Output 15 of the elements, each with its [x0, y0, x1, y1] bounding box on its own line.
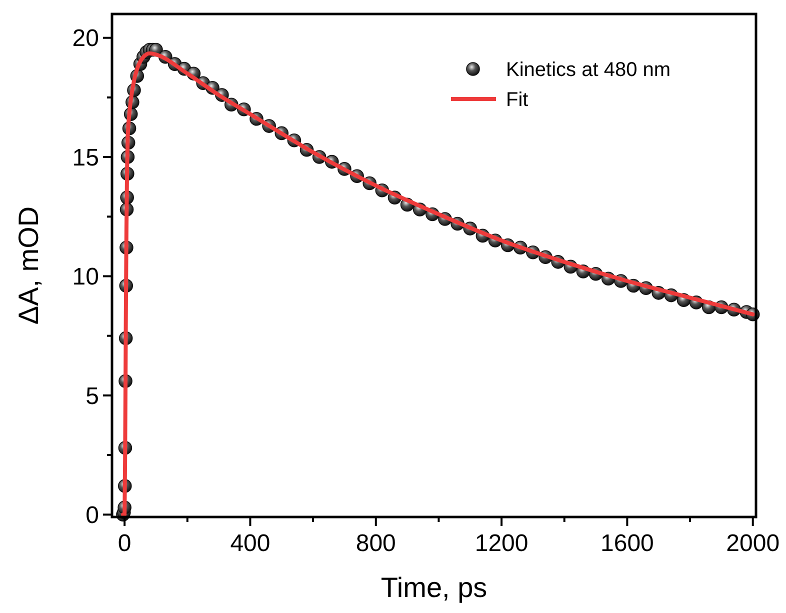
x-tick-label: 800	[356, 530, 396, 557]
y-axis-title: ΔA, mOD	[13, 206, 44, 325]
x-tick-label: 2000	[726, 530, 780, 557]
x-tick-label: 0	[118, 530, 132, 557]
y-tick-label: 0	[86, 502, 99, 530]
legend-label: Fit	[506, 89, 529, 111]
y-tick-label: 10	[72, 264, 99, 291]
legend-label: Kinetics at 480 nm	[506, 59, 671, 81]
y-tick-label: 15	[72, 144, 99, 172]
x-tick-label: 400	[230, 530, 270, 557]
x-tick-label: 1200	[474, 530, 528, 557]
x-tick-label: 1600	[600, 530, 654, 557]
y-tick-label: 5	[86, 382, 99, 410]
x-axis-title: Time, ps	[380, 572, 488, 603]
y-tick-label: 20	[72, 25, 99, 52]
